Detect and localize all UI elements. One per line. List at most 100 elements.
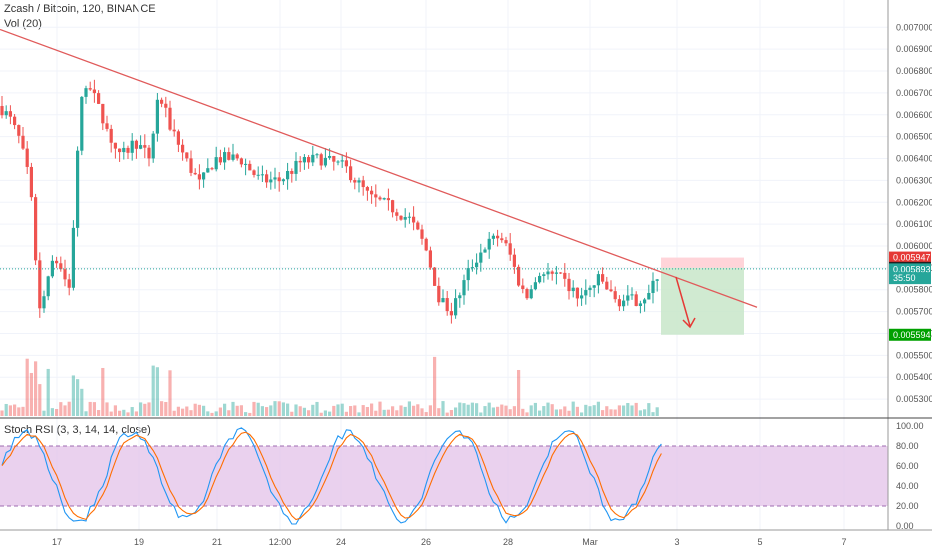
volume-bar [613, 409, 617, 416]
price-tick-label: 0.006500 [896, 132, 932, 142]
volume-bar [428, 405, 432, 416]
candle-body [412, 216, 416, 223]
stoch-tick-label: 100.00 [896, 421, 924, 431]
candle-body [34, 197, 38, 261]
time-axis: 17 19 21 12:00 24 26 28 Mar 3 5 7 [52, 537, 847, 547]
candle-body [479, 252, 483, 263]
volume-bar [630, 405, 634, 416]
volume-bar [517, 369, 521, 416]
candle-body [281, 179, 285, 182]
volume-bar [273, 401, 277, 416]
candle-body [88, 88, 92, 90]
stoch-rsi-panel [0, 427, 888, 525]
candle-body [13, 116, 17, 126]
stoch-d-line [1, 431, 662, 521]
volume-bar [353, 405, 357, 416]
stoch-tick-label: 20.00 [896, 501, 919, 511]
volume-bar [315, 401, 319, 416]
price-badge-label: 0.005594 [893, 330, 931, 340]
volume-bar [332, 405, 336, 416]
candle-body [218, 157, 222, 163]
volume-bar [454, 407, 458, 416]
candle-body [357, 180, 361, 183]
volume-bar [349, 406, 353, 416]
price-tick-label: 0.006400 [896, 154, 932, 164]
candle-body [38, 260, 42, 309]
volume-bar [231, 401, 235, 416]
volume-bar [525, 412, 529, 416]
volume-bar [210, 412, 214, 416]
candle-body [105, 123, 109, 129]
candle-body [445, 298, 449, 312]
candle-body [399, 215, 403, 220]
price-badge: 35:50 [889, 272, 931, 285]
candle-body [630, 294, 634, 296]
candle-body [353, 180, 357, 183]
volume-bar [260, 406, 264, 416]
volume-bar [34, 361, 38, 416]
volume-bar [189, 410, 193, 416]
candle-body [21, 135, 25, 149]
volume-bar [130, 407, 134, 416]
stoch-tick-label: 40.00 [896, 481, 919, 491]
candle-body [420, 229, 424, 239]
volume-bar [252, 401, 256, 416]
volume-bar [185, 406, 189, 416]
volume-bar [244, 412, 248, 416]
candle-body [349, 166, 353, 181]
candle-body [109, 128, 113, 143]
volume-bar [647, 403, 651, 416]
candle-body [328, 156, 332, 158]
candle-body [92, 89, 96, 94]
candle-body [336, 161, 340, 163]
volume-bar [403, 406, 407, 416]
time-tick-label: 19 [134, 537, 144, 547]
candle-body [567, 278, 571, 292]
volume-bar [294, 404, 298, 416]
volume-bar [160, 401, 164, 416]
price-tick-label: 0.005400 [896, 372, 932, 382]
volume-bar [181, 408, 185, 416]
candle-body [55, 260, 59, 264]
down-arrow-icon [675, 276, 691, 327]
volume-bar [643, 409, 647, 416]
candle-body [584, 290, 588, 296]
volume-bar [638, 410, 642, 416]
price-badge: 0.005594 [889, 328, 931, 341]
volume-bar [651, 412, 655, 416]
volume-bar [42, 410, 46, 416]
price-tick-label: 0.006300 [896, 175, 932, 185]
candle-body [42, 296, 46, 309]
volume-bar [571, 401, 575, 416]
candle-body [643, 299, 647, 304]
volume-bar [449, 410, 453, 416]
volume-bar [206, 411, 210, 416]
candle-body [185, 152, 189, 159]
volume-bar [281, 402, 285, 416]
candle-body [533, 282, 537, 290]
candle-body [391, 200, 395, 213]
stoch-rsi-label[interactable]: Stoch RSI (3, 3, 14, 14, close) [4, 424, 151, 436]
price-tick-label: 0.005300 [896, 394, 932, 404]
candle-body [517, 266, 521, 286]
volume-bar [235, 405, 239, 416]
candle-body [626, 295, 630, 301]
chart-grid [0, 0, 888, 530]
candle-body [122, 147, 126, 153]
candle-body [323, 157, 327, 166]
price-tick-label: 0.006900 [896, 44, 932, 54]
volume-bar [269, 405, 273, 416]
candle-body [84, 88, 88, 97]
candle-body [580, 295, 584, 299]
volume-bar [311, 404, 315, 416]
volume-bar [584, 404, 588, 416]
take-profit-zone [661, 267, 744, 335]
candle-body [193, 172, 197, 175]
candle-body [143, 145, 147, 148]
volume-bars [0, 356, 659, 416]
candle-body [248, 163, 252, 171]
candle-body [601, 274, 605, 282]
volume-bar [17, 407, 21, 416]
candle-body [647, 292, 651, 300]
